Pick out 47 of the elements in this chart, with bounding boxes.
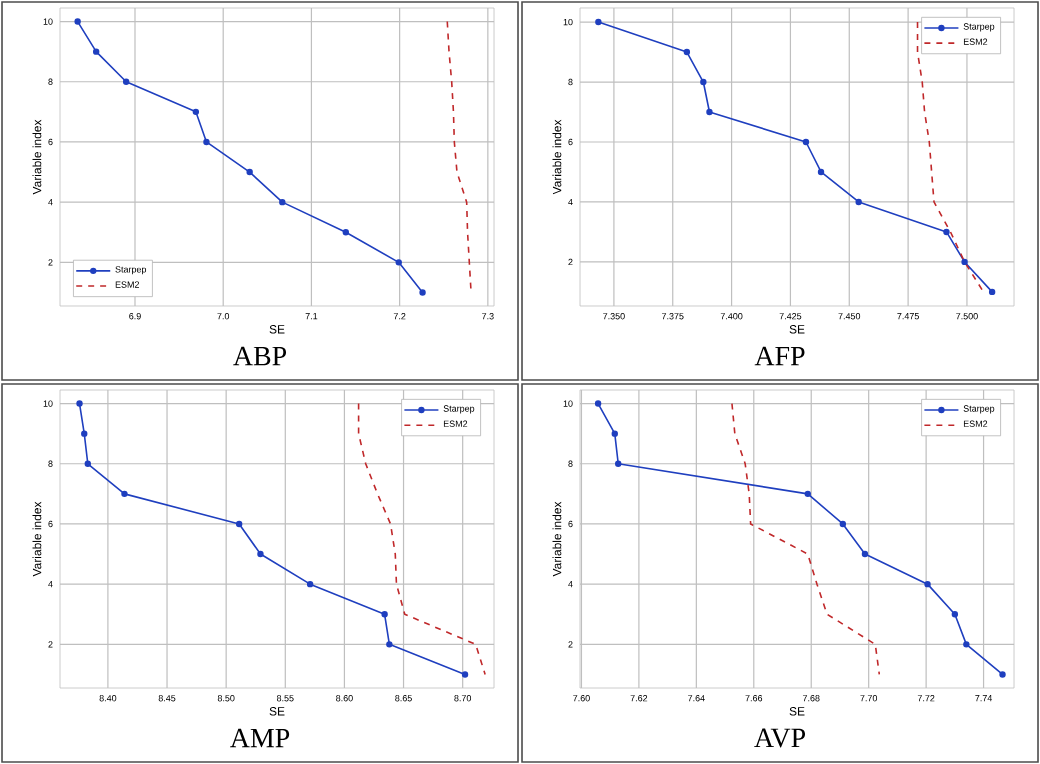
point	[963, 641, 970, 648]
point	[683, 48, 691, 56]
line-series	[446, 20, 472, 294]
text: AFP	[754, 346, 805, 366]
point	[461, 671, 469, 678]
point	[342, 229, 350, 236]
point	[246, 168, 253, 176]
line-series	[731, 402, 881, 676]
point	[706, 108, 713, 116]
text: AMP	[230, 728, 290, 748]
point	[924, 580, 931, 588]
point	[988, 288, 996, 296]
point	[839, 520, 847, 528]
point	[306, 580, 314, 588]
point	[386, 641, 393, 648]
point	[855, 198, 862, 206]
point	[861, 550, 869, 558]
point	[203, 138, 210, 146]
point	[257, 550, 264, 558]
point	[395, 259, 402, 266]
point	[595, 18, 602, 26]
point	[74, 18, 81, 25]
point	[121, 490, 128, 498]
point	[951, 611, 959, 618]
point	[92, 48, 100, 55]
point	[235, 520, 243, 528]
point	[84, 460, 91, 467]
point	[961, 258, 968, 266]
text: AVP	[754, 728, 806, 748]
point	[943, 228, 950, 236]
point	[802, 138, 810, 146]
text: ABP	[233, 346, 287, 366]
point	[76, 400, 83, 407]
point	[700, 78, 707, 86]
point	[594, 400, 602, 407]
point	[817, 168, 825, 176]
line-series	[357, 402, 486, 676]
point	[381, 611, 388, 618]
point	[999, 671, 1006, 678]
point	[804, 490, 811, 498]
point	[81, 430, 88, 437]
point	[611, 430, 618, 437]
point	[122, 78, 130, 85]
point	[279, 198, 286, 206]
point	[419, 289, 426, 296]
point	[615, 460, 622, 467]
point	[192, 108, 200, 116]
